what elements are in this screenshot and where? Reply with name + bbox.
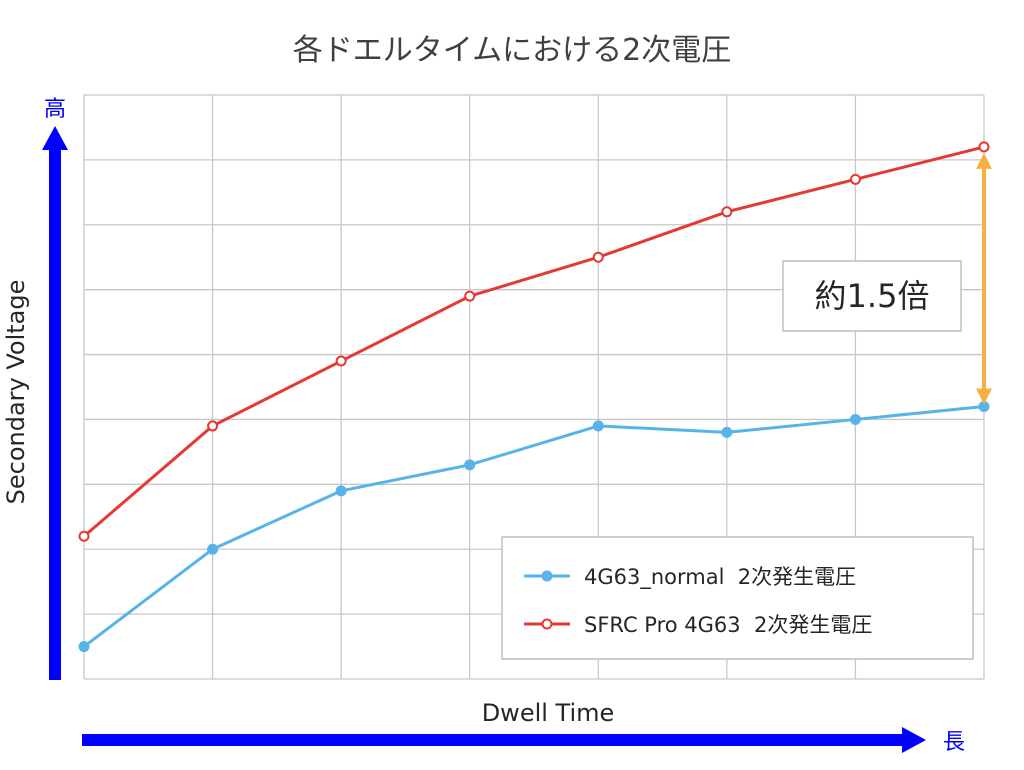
legend-item-normal: 4G63_normal 2次発生電圧 (524, 565, 856, 590)
legend-label-sfrc: SFRC Pro 4G63 2次発生電圧 (584, 613, 872, 637)
data-point-0-4 (592, 420, 604, 432)
y-arrow-head (42, 126, 68, 150)
y-axis-label: Secondary Voltage (2, 280, 30, 505)
data-point-1-4 (592, 251, 604, 263)
ratio-label: 約1.5倍 (815, 277, 930, 315)
data-point-0-7 (978, 400, 990, 412)
data-point-0-5 (721, 426, 733, 438)
chart-title: 各ドエルタイムにおける2次電圧 (293, 33, 732, 68)
x-axis-label: Dwell Time (482, 699, 615, 727)
data-point-0-3 (464, 459, 476, 471)
data-point-1-3 (464, 290, 476, 302)
data-point-1-0 (78, 530, 90, 542)
data-point-1-1 (207, 420, 219, 432)
legend-item-sfrc: SFRC Pro 4G63 2次発生電圧 (524, 613, 872, 637)
data-point-0-2 (335, 485, 347, 497)
data-point-1-2 (335, 355, 347, 367)
series-line-1 (83, 145, 985, 538)
legend-marker-normal (541, 570, 553, 582)
series-line-0 (83, 404, 985, 648)
ratio-label-box (782, 260, 962, 332)
data-point-0-1 (207, 543, 219, 555)
legend-label-normal: 4G63_normal 2次発生電圧 (584, 565, 856, 590)
ratio-annotation: 約1.5倍 (782, 152, 992, 405)
series-layer (78, 141, 990, 653)
y-arrow: 高 (42, 97, 68, 680)
data-point-1-7 (978, 141, 990, 153)
legend: 4G63_normal 2次発生電圧 SFRC Pro 4G63 2次発生電圧 (501, 536, 974, 660)
x-arrow-label: 長 (943, 730, 965, 755)
data-point-1-6 (849, 173, 861, 185)
x-arrow: 長 (82, 727, 965, 755)
grid (83, 94, 985, 680)
x-arrow-head (902, 727, 926, 753)
legend-marker-sfrc (541, 618, 553, 630)
data-point-1-5 (721, 206, 733, 218)
x-arrow-shaft (82, 734, 908, 746)
legend-box (501, 536, 974, 660)
data-point-0-6 (849, 413, 861, 425)
y-arrow-shaft (49, 140, 61, 680)
data-point-0-0 (78, 641, 90, 653)
y-arrow-label: 高 (44, 97, 66, 122)
